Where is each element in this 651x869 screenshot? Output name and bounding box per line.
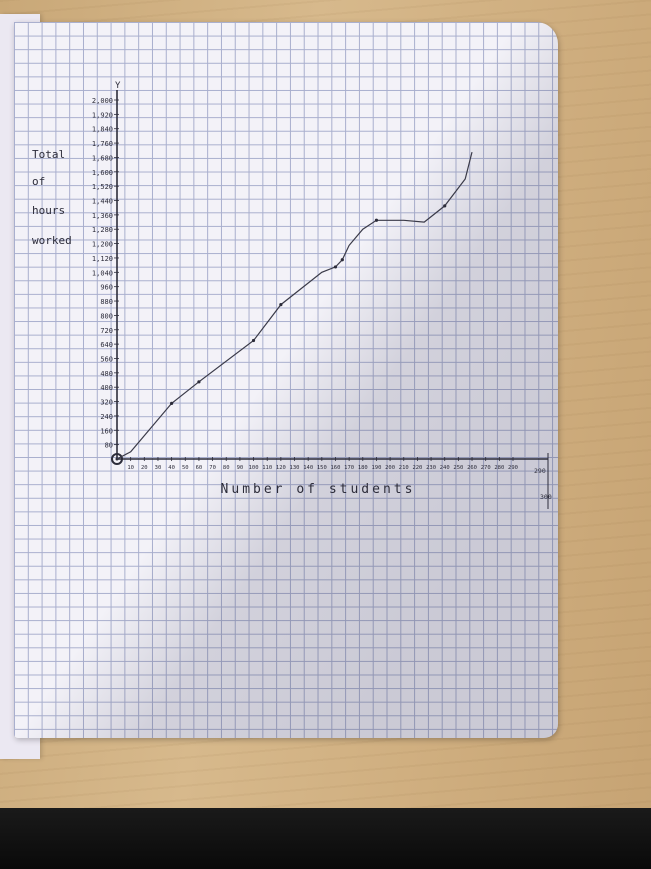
x-tick-labels: 10 20 30 40 50 60 70 80 90 100 110 120 130 140 150 160 1… — [127, 457, 552, 501]
x-tick-label: 280 — [494, 465, 504, 471]
x-tick-label: 160 — [331, 465, 341, 471]
data-point — [251, 338, 256, 343]
x-tick-label: 230 — [426, 465, 436, 471]
x-tick-label: 180 — [358, 465, 368, 471]
y-tick-label: 2,000 — [92, 97, 113, 105]
y-tick-label: 80 — [105, 442, 113, 450]
x-extra-tick-label: 290 — [534, 467, 546, 475]
x-tick-label: 70 — [209, 465, 216, 471]
x-tick-label: 30 — [155, 465, 162, 471]
x-tick-label: 250 — [453, 465, 463, 471]
x-tick-label: 190 — [371, 465, 381, 471]
y-axis-label-line: of — [32, 175, 45, 188]
x-tick-label: 140 — [303, 465, 313, 471]
x-tick-label: 290 — [508, 465, 518, 471]
x-tick-label: 100 — [249, 465, 259, 471]
y-tick-label: 1,440 — [92, 198, 113, 206]
y-tick-label: 1,200 — [92, 241, 113, 249]
x-tick-label: 50 — [182, 465, 189, 471]
y-tick-label: 1,920 — [92, 111, 113, 119]
chart-axes: Y — [111, 81, 549, 509]
y-tick-label: 1,520 — [92, 183, 113, 191]
x-tick-label: 130 — [290, 465, 300, 471]
y-axis-label-line: hours — [32, 204, 65, 217]
x-tick-label: 80 — [223, 465, 230, 471]
x-tick-label: 20 — [141, 465, 148, 471]
data-point — [443, 204, 447, 208]
data-point — [279, 303, 283, 307]
y-tick-labels: 80 160 240 320 400 480 560 640 720 800 880 960 1,040… — [92, 97, 119, 450]
x-tick-label: 40 — [168, 465, 175, 471]
x-tick-label: 270 — [481, 465, 491, 471]
x-tick-label: 240 — [440, 465, 450, 471]
x-tick-label: 120 — [276, 465, 286, 471]
data-point — [374, 218, 379, 222]
y-tick-label: 400 — [100, 384, 113, 392]
y-tick-label: 240 — [100, 413, 113, 421]
y-tick-label: 1,040 — [92, 269, 113, 277]
x-tick-label: 220 — [412, 465, 422, 471]
y-tick-label: 800 — [100, 312, 113, 320]
data-point — [170, 401, 174, 405]
series-points — [170, 204, 447, 405]
y-tick-label: 880 — [100, 298, 113, 306]
y-tick-label: 1,600 — [92, 169, 113, 177]
y-tick-label: 1,680 — [92, 154, 113, 162]
y-axis-label-line: Total — [32, 148, 65, 161]
series-line — [116, 151, 473, 460]
y-tick-label: 1,360 — [92, 212, 113, 220]
origin-marker — [111, 453, 123, 465]
y-axis-letter: Y — [115, 81, 121, 91]
y-tick-label: 560 — [100, 355, 113, 363]
x-tick-label: 60 — [196, 465, 203, 471]
data-point — [197, 380, 201, 384]
x-tick-label: 90 — [237, 465, 244, 471]
x-axis-label: Number of students — [221, 482, 416, 497]
axis-labels: Number of students Total of hours worked — [32, 148, 416, 497]
y-tick-label: 960 — [100, 284, 113, 292]
y-tick-label: 720 — [100, 327, 113, 335]
x-tick-label: 200 — [385, 465, 395, 471]
x-tick-label: 10 — [127, 465, 134, 471]
x-tick-label: 210 — [399, 465, 409, 471]
x-tick-label: 150 — [317, 465, 327, 471]
graph-paper-page — [14, 22, 558, 738]
x-tick-label: 110 — [262, 465, 272, 471]
y-tick-label: 1,760 — [92, 140, 113, 148]
y-tick-label: 640 — [100, 341, 113, 349]
y-tick-label: 480 — [100, 370, 113, 378]
y-axis-label-line: worked — [32, 234, 72, 247]
y-tick-label: 1,280 — [92, 226, 113, 234]
y-tick-label: 160 — [100, 427, 113, 435]
y-tick-label: 1,120 — [92, 255, 113, 263]
x-tick-label: 260 — [467, 465, 477, 471]
data-point — [333, 265, 338, 269]
dark-foreground-edge — [0, 808, 651, 869]
x-tick-label: 170 — [344, 465, 354, 471]
y-tick-label: 1,840 — [92, 126, 113, 134]
y-tick-label: 320 — [100, 399, 113, 407]
x-extra-tick-label: 300 — [540, 493, 552, 501]
data-point — [340, 258, 344, 262]
